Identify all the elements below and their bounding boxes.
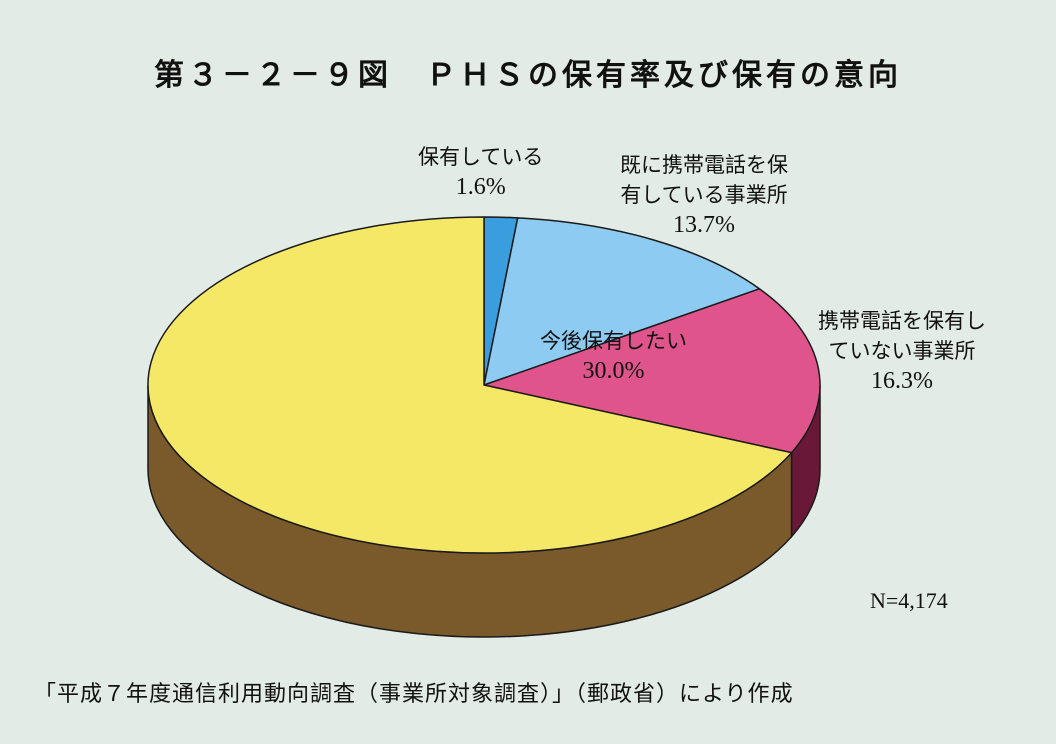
slice-label-holding-line1: 保有している [418, 145, 544, 169]
slice-label-holding: 保有している 1.6% [418, 142, 543, 202]
slice-value-without-mobile: 16.3% [871, 368, 933, 394]
pie-slice-3 [147, 216, 793, 554]
slice-label-with-mobile-line2: 有している事業所 [620, 183, 788, 207]
pie-slice-2 [483, 288, 821, 454]
slice-value-with-mobile: 13.7% [673, 212, 735, 238]
slice-value-holding: 1.6% [455, 174, 506, 200]
slice-label-with-mobile: 既に携帯電話を保 有している事業所 13.7% [620, 150, 788, 240]
slice-label-without-mobile: 携帯電話を保有し ていない事業所 16.3% [818, 306, 986, 396]
slice-label-without-mobile-line1: 携帯電話を保有し [818, 309, 986, 333]
pie-slice-1 [483, 217, 761, 386]
group-label-intend-text: 今後保有したい [540, 329, 687, 353]
chart-title: 第３－２－９図 ＰＨＳの保有率及び保有の意向 [154, 58, 902, 93]
slice-label-without-mobile-line2: ていない事業所 [828, 339, 976, 363]
slice-label-with-mobile-line1: 既に携帯電話を保 [620, 153, 788, 177]
source-note: 「平成７年度通信利用動向調査（事業所対象調査）」（郵政省）により作成 [34, 682, 794, 707]
group-value-intend: 30.0% [582, 358, 645, 384]
sample-size-note: N=4,174 [870, 588, 948, 613]
group-label-intend: 今後保有したい 30.0% [540, 326, 687, 386]
